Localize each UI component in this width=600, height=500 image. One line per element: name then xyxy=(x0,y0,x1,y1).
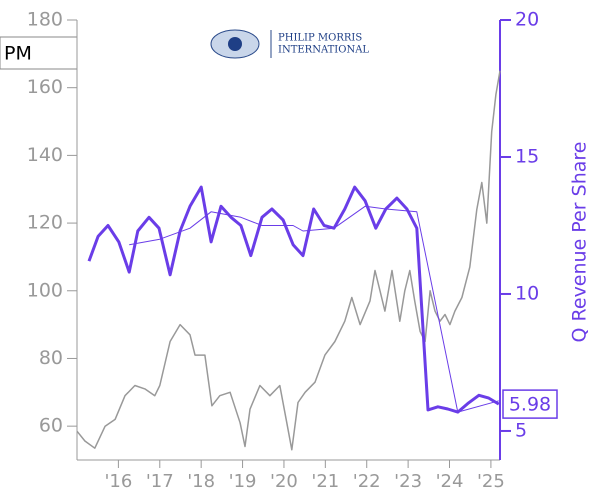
last-value-label: 5.98 xyxy=(509,394,551,416)
y2-tick-label: 5 xyxy=(515,419,527,441)
logo-emblem xyxy=(228,37,242,51)
x-tick-label: '24 xyxy=(436,471,464,492)
y-tick-label: 160 xyxy=(27,76,63,98)
x-tick-label: '23 xyxy=(394,471,422,492)
y2-axis-label: Q Revenue Per Share xyxy=(569,142,591,343)
y-tick-label: 180 xyxy=(27,9,63,31)
x-tick-label: '16 xyxy=(104,471,132,492)
series-line xyxy=(87,185,500,414)
x-tick-label: '18 xyxy=(187,471,215,492)
y2-tick-label: 10 xyxy=(515,282,539,304)
y2-tick-label: 20 xyxy=(515,9,539,31)
y2-tick-label: 15 xyxy=(515,145,539,167)
x-tick-label: '22 xyxy=(353,471,381,492)
y-tick-label: 80 xyxy=(39,347,63,369)
x-tick-label: '21 xyxy=(311,471,339,492)
y-tick-label: 100 xyxy=(27,279,63,301)
x-tick-label: '25 xyxy=(477,471,505,492)
series-line xyxy=(129,205,499,413)
ticker: PM xyxy=(4,43,32,65)
y-tick-label: 140 xyxy=(27,144,63,166)
series-line xyxy=(76,70,501,451)
x-tick-label: '19 xyxy=(229,471,257,492)
ticker-box xyxy=(0,36,78,70)
logo-text: INTERNATIONAL xyxy=(278,45,369,56)
logo-text: PHILIP MORRIS xyxy=(278,33,362,44)
last-value-box xyxy=(502,389,558,419)
logo: PHILIP MORRIS INTERNATIONAL xyxy=(210,29,369,59)
x-tick-label: '20 xyxy=(270,471,298,492)
y-tick-label: 60 xyxy=(39,415,63,437)
x-tick-label: '17 xyxy=(146,471,174,492)
y-tick-label: 120 xyxy=(27,212,63,234)
